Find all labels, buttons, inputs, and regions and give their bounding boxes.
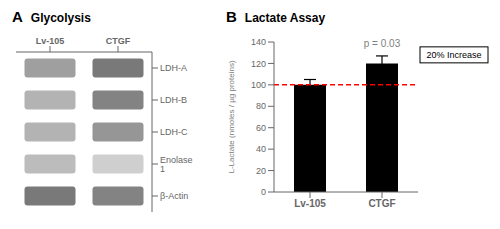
html-text:A: A	[12, 8, 23, 25]
svg-text:20% Increase: 20% Increase	[426, 50, 481, 60]
svg-text:20: 20	[256, 166, 266, 176]
html-text:B: B	[226, 8, 237, 25]
svg-text:LDH-B: LDH-B	[160, 95, 187, 105]
svg-text:Enolase1: Enolase1	[160, 155, 193, 174]
html-text:Lactate Assay: Lactate Assay	[244, 11, 326, 25]
svg-text:L-Lactate (nmoles / µg protein: L-Lactate (nmoles / µg proteins)	[227, 60, 236, 173]
svg-text:140: 140	[251, 37, 266, 47]
svg-text:CTGF: CTGF	[106, 36, 131, 46]
svg-text:LDH-C: LDH-C	[160, 127, 188, 137]
svg-text:40: 40	[256, 144, 266, 154]
svg-text:120: 120	[251, 59, 266, 69]
svg-text:LDH-A: LDH-A	[160, 63, 187, 73]
svg-text:Lv-105: Lv-105	[294, 198, 326, 209]
svg-text:β-Actin: β-Actin	[160, 191, 188, 201]
svg-text:p = 0.03: p = 0.03	[364, 38, 401, 49]
html-text:Glycolysis: Glycolysis	[30, 11, 91, 25]
svg-text:100: 100	[251, 80, 266, 90]
svg-text:0: 0	[261, 187, 266, 197]
svg-text:80: 80	[256, 101, 266, 111]
svg-text:Lv-105: Lv-105	[36, 36, 65, 46]
svg-text:60: 60	[256, 123, 266, 133]
svg-text:CTGF: CTGF	[368, 198, 395, 209]
